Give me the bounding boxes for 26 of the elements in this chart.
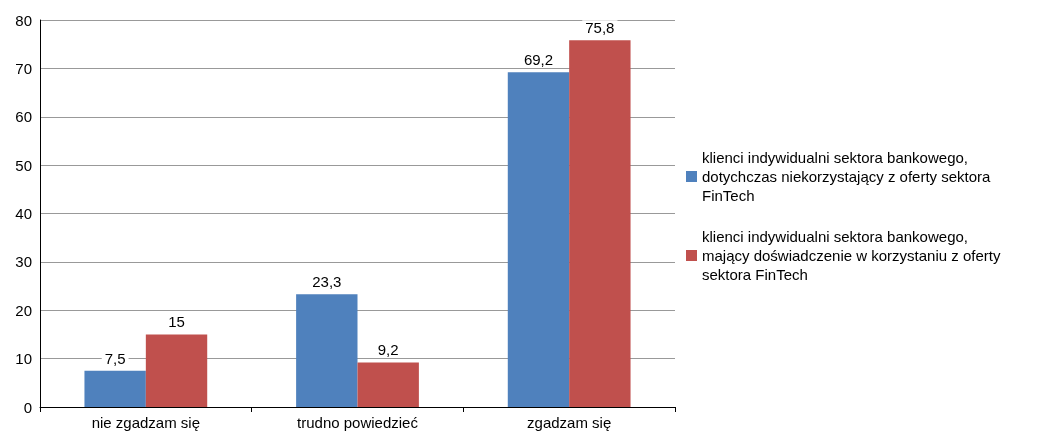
y-tick-label: 50 [15,156,32,174]
x-tick-label: nie zgadzam się [91,414,201,431]
bar [296,294,358,407]
data-label: 7,5 [104,349,126,367]
legend-label: klienci indywidualni sektora bankowego, mający doświadczenie w korzystaniu z oferty sektora FinTech [702,228,1005,283]
data-label: 75,8 [585,19,615,37]
y-tick-label: 80 [15,11,32,29]
y-tick-label: 70 [15,59,32,77]
y-tick-label: 20 [15,301,32,319]
data-label: 23,3 [312,273,342,291]
data-label: 69,2 [523,51,554,69]
bar [357,362,419,407]
y-tick-label: 60 [15,108,32,126]
y-tick-label: 30 [15,253,32,271]
y-tick-label: 0 [23,398,32,416]
bar [507,72,570,407]
y-tick-label: 40 [15,205,32,222]
x-tick-label: zgadzam się [527,414,612,431]
data-label: 9,2 [377,341,399,359]
bar [569,40,631,407]
y-tick-label: 10 [15,350,32,368]
bar [145,334,208,407]
legend-label: klienci indywidualni sektora bankowego, dotychczas niekorzystający z oferty sektora FinTech [702,149,995,204]
x-tick-label: trudno powiedzieć [297,414,419,431]
bar [84,370,146,407]
data-label: 15 [168,313,185,331]
